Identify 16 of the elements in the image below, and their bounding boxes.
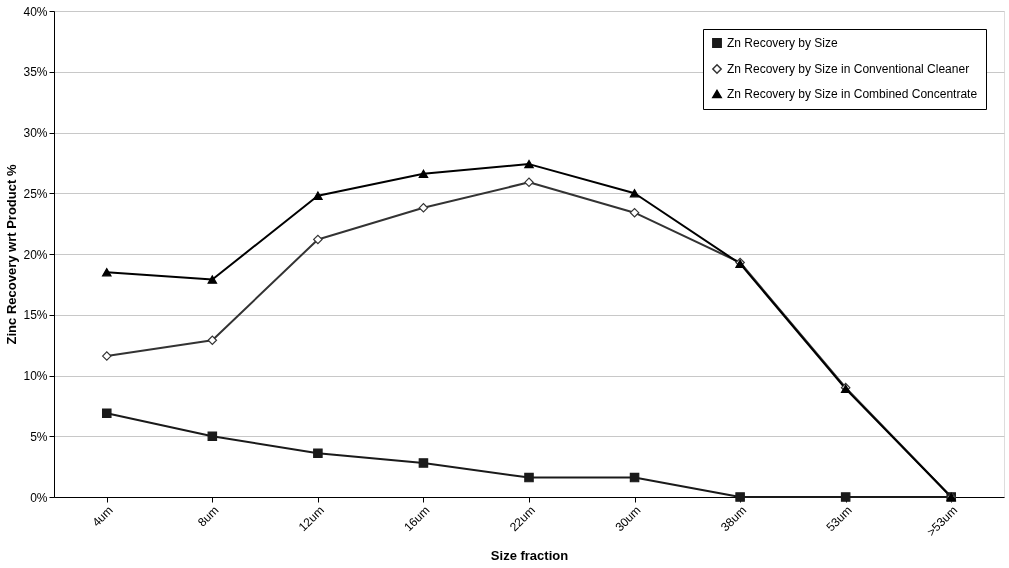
y-tick-label: 20% [23,247,48,262]
y-tick-label: 40% [23,4,48,19]
y-tick-label: 15% [23,308,48,323]
x-axis-title: Size fraction [490,548,569,564]
y-tick-label: 35% [23,65,48,80]
y-axis-title: Zinc Recovery wrt Product % [4,164,20,345]
y-tick-label: 5% [30,429,48,444]
x-tick-label: 4um [89,503,116,530]
y-tick-label: 0% [30,490,48,505]
y-tick-label: 10% [23,369,48,383]
legend-label: Zn Recovery by Size in Conventional Cleaner [727,62,970,76]
legend-label: Zn Recovery by Size [727,36,839,50]
legend-label: Zn Recovery by Size in Combined Concentrate [727,87,978,101]
y-tick-label: 25% [23,186,48,201]
x-tick-label: 8um [194,503,222,530]
y-tick-label: 30% [23,126,48,140]
